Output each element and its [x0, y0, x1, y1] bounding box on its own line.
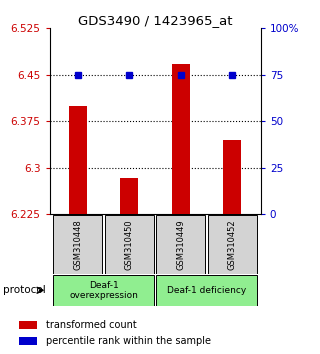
FancyBboxPatch shape	[53, 215, 102, 274]
Text: GSM310448: GSM310448	[73, 219, 83, 270]
Text: GSM310450: GSM310450	[125, 219, 134, 270]
Text: Deaf-1 deficiency: Deaf-1 deficiency	[167, 286, 246, 295]
Title: GDS3490 / 1423965_at: GDS3490 / 1423965_at	[78, 14, 232, 27]
FancyBboxPatch shape	[105, 215, 154, 274]
Text: protocol: protocol	[3, 285, 46, 295]
FancyBboxPatch shape	[156, 275, 257, 306]
Bar	[19, 337, 37, 345]
Text: GSM310452: GSM310452	[228, 219, 237, 270]
Bar	[223, 140, 242, 214]
FancyBboxPatch shape	[156, 215, 205, 274]
Text: Deaf-1
overexpression: Deaf-1 overexpression	[69, 281, 138, 300]
Text: GSM310449: GSM310449	[176, 219, 186, 270]
Bar	[120, 178, 139, 214]
Text: percentile rank within the sample: percentile rank within the sample	[46, 336, 211, 346]
FancyBboxPatch shape	[53, 275, 154, 306]
FancyBboxPatch shape	[208, 215, 257, 274]
Bar	[19, 321, 37, 329]
Text: transformed count: transformed count	[46, 320, 137, 330]
Bar	[172, 64, 190, 214]
Bar	[69, 106, 87, 214]
